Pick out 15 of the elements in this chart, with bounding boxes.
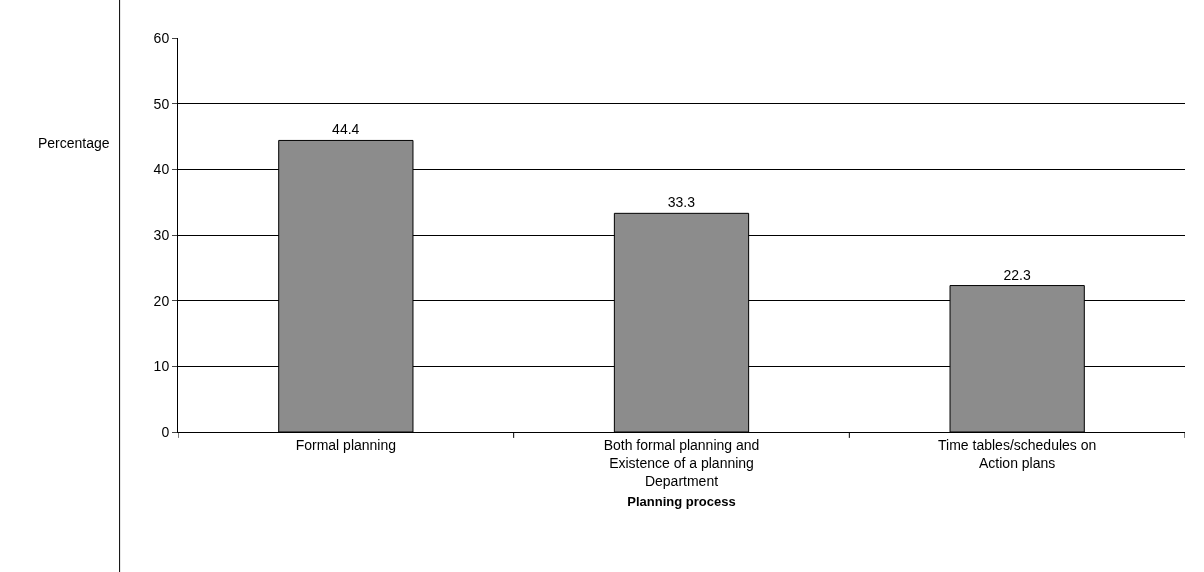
data-label: 22.3	[1003, 266, 1031, 283]
y-tick-label: 30	[153, 226, 170, 243]
x-axis-title: Planning process	[627, 493, 736, 509]
y-tick-label: 20	[153, 292, 170, 309]
x-tick-label: Formal planning	[295, 436, 397, 453]
y-tick-label: 40	[153, 161, 170, 178]
data-label: 33.3	[667, 194, 696, 211]
y-tick-label: 0	[161, 423, 170, 440]
x-tick-label: Time tables/schedules on Action plans	[938, 436, 1097, 471]
x-tick-label: Both formal planning and Existence of a planning Department	[603, 436, 760, 490]
data-label: 44.4	[332, 121, 360, 138]
y-tick-label: 50	[153, 95, 170, 112]
y-axis-title: Percentage	[38, 135, 110, 151]
y-tick-label: 10	[153, 358, 170, 375]
y-tick-label: 60	[153, 29, 170, 46]
